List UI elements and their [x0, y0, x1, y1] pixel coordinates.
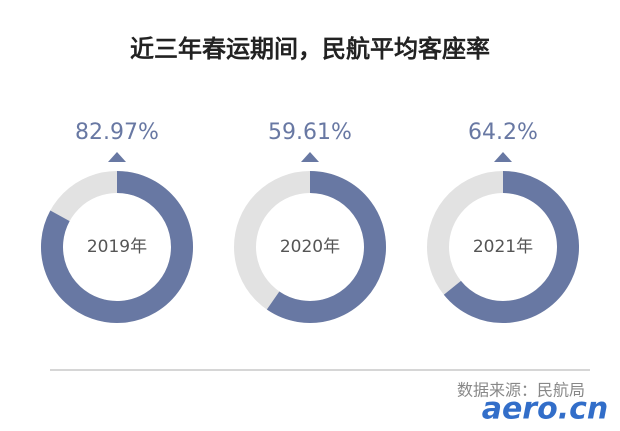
value-label: 64.2%: [468, 120, 538, 145]
pointer: [108, 152, 126, 162]
source: 数据来源：民航局: [457, 381, 585, 400]
pointer: [494, 152, 512, 162]
value-label: 59.61%: [268, 120, 352, 145]
watermark: aero.cn: [482, 392, 609, 427]
donut-segment: [443, 171, 579, 323]
donut-segment: [41, 171, 193, 323]
center-label: 2019年: [87, 237, 147, 257]
chart-title: 近三年春运期间，民航平均客座率: [130, 35, 490, 63]
donut-segment: [266, 171, 386, 323]
pointer: [301, 152, 319, 162]
center-label: 2020年: [280, 237, 340, 257]
value-label: 82.97%: [75, 120, 159, 145]
center-label: 2021年: [473, 237, 533, 257]
